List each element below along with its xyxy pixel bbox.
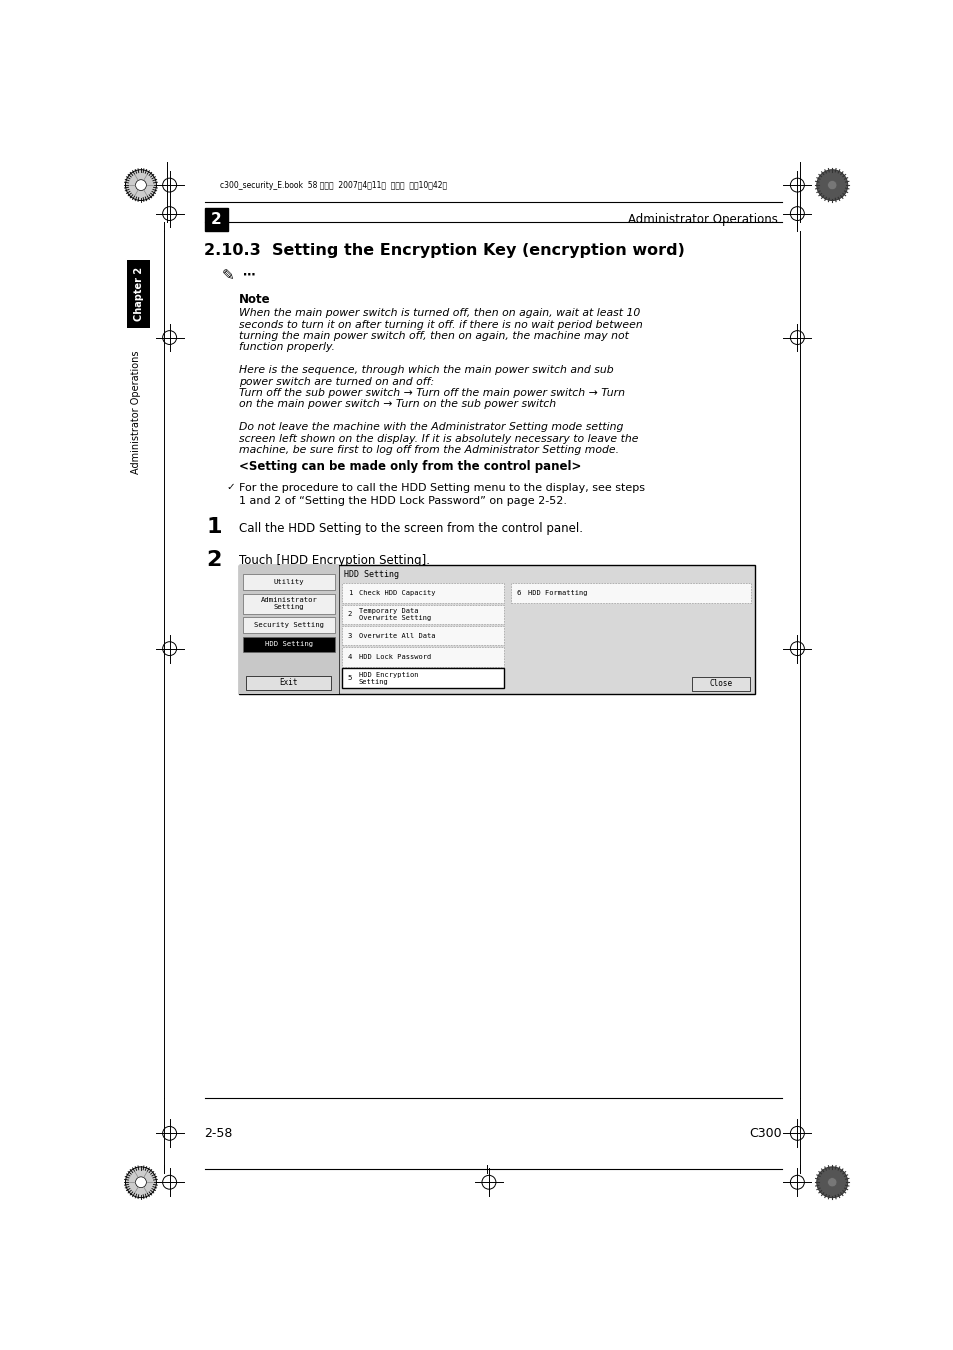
- Bar: [341, 626, 504, 645]
- Text: c300_security_E.book  58 ページ  2007年4月11日  水曜日  午前10時42分: c300_security_E.book 58 ページ 2007年4月11日 水…: [220, 181, 447, 189]
- Circle shape: [827, 181, 836, 190]
- Circle shape: [816, 1166, 847, 1197]
- Text: Exit: Exit: [278, 678, 297, 687]
- Text: 1 and 2 of “Setting the HDD Lock Password” on page 2-52.: 1 and 2 of “Setting the HDD Lock Passwor…: [239, 497, 567, 506]
- Text: Here is the sequence, through which the main power switch and sub: Here is the sequence, through which the …: [239, 366, 614, 375]
- Text: Check HDD Capacity: Check HDD Capacity: [358, 590, 435, 597]
- Text: ✎: ✎: [221, 267, 234, 282]
- Bar: [243, 637, 335, 652]
- Text: Turn off the sub power switch → Turn off the main power switch → Turn: Turn off the sub power switch → Turn off…: [239, 387, 625, 398]
- Circle shape: [125, 1166, 156, 1197]
- Text: seconds to turn it on after turning it off. if there is no wait period between: seconds to turn it on after turning it o…: [239, 320, 642, 329]
- Text: HDD Setting: HDD Setting: [344, 570, 398, 579]
- Bar: [243, 594, 335, 613]
- Text: ✓: ✓: [226, 482, 234, 491]
- Text: 1: 1: [348, 590, 352, 597]
- Bar: [341, 605, 504, 624]
- Bar: [341, 668, 504, 688]
- Text: 2.10.3  Setting the Encryption Key (encryption word): 2.10.3 Setting the Encryption Key (encry…: [204, 243, 684, 258]
- Text: HDD Lock Password: HDD Lock Password: [358, 653, 431, 660]
- Circle shape: [816, 170, 847, 201]
- Circle shape: [827, 1177, 836, 1187]
- Text: 2: 2: [348, 612, 352, 617]
- Text: C300: C300: [748, 1127, 781, 1139]
- Text: Note: Note: [239, 293, 271, 306]
- Text: 2: 2: [206, 549, 221, 570]
- Circle shape: [135, 180, 146, 190]
- Bar: [341, 647, 504, 667]
- Text: For the procedure to call the HDD Setting menu to the display, see steps: For the procedure to call the HDD Settin…: [239, 483, 644, 493]
- Text: 2: 2: [211, 212, 222, 227]
- Text: Security Setting: Security Setting: [253, 622, 324, 628]
- Text: Temporary Data
Overwrite Setting: Temporary Data Overwrite Setting: [358, 608, 431, 621]
- Bar: [341, 583, 504, 603]
- Bar: [245, 676, 331, 690]
- Text: <Setting can be made only from the control panel>: <Setting can be made only from the contr…: [239, 460, 581, 474]
- Bar: [243, 617, 335, 633]
- Text: Utility: Utility: [274, 579, 304, 585]
- Text: Do not leave the machine with the Administrator Setting mode setting: Do not leave the machine with the Admini…: [239, 423, 623, 432]
- Text: 6: 6: [517, 590, 520, 597]
- Text: turning the main power switch off, then on again, the machine may not: turning the main power switch off, then …: [239, 331, 629, 342]
- Text: 3: 3: [348, 633, 352, 639]
- Text: Administrator Operations: Administrator Operations: [627, 213, 778, 227]
- Text: Administrator Operations: Administrator Operations: [132, 351, 141, 474]
- Bar: [691, 676, 749, 691]
- Text: Touch [HDD Encryption Setting].: Touch [HDD Encryption Setting].: [239, 555, 430, 567]
- Text: HDD Setting: HDD Setting: [265, 641, 313, 648]
- Text: 1: 1: [206, 517, 221, 537]
- Bar: [239, 566, 338, 694]
- Text: HDD Formatting: HDD Formatting: [527, 590, 586, 597]
- Text: screen left shown on the display. If it is absolutely necessary to leave the: screen left shown on the display. If it …: [239, 433, 639, 444]
- Text: ⋯: ⋯: [243, 269, 255, 282]
- Text: Overwrite All Data: Overwrite All Data: [358, 633, 435, 639]
- Bar: [204, 208, 228, 231]
- Text: function properly.: function properly.: [239, 343, 335, 352]
- Bar: [510, 583, 750, 603]
- Text: Close: Close: [709, 679, 732, 688]
- Text: 5: 5: [348, 675, 352, 680]
- Text: 4: 4: [348, 653, 352, 660]
- Text: Chapter 2: Chapter 2: [133, 266, 144, 321]
- Text: When the main power switch is turned off, then on again, wait at least 10: When the main power switch is turned off…: [239, 308, 640, 319]
- Text: power switch are turned on and off:: power switch are turned on and off:: [239, 377, 434, 386]
- Text: on the main power switch → Turn on the sub power switch: on the main power switch → Turn on the s…: [239, 400, 556, 409]
- Text: 2-58: 2-58: [204, 1127, 233, 1139]
- Circle shape: [135, 1177, 146, 1188]
- Text: Call the HDD Setting to the screen from the control panel.: Call the HDD Setting to the screen from …: [239, 522, 583, 535]
- Circle shape: [125, 170, 156, 201]
- Bar: [243, 574, 335, 590]
- Text: Administrator
Setting: Administrator Setting: [260, 597, 317, 610]
- Text: machine, be sure first to log off from the Administrator Setting mode.: machine, be sure first to log off from t…: [239, 446, 618, 455]
- Bar: [239, 566, 754, 694]
- Bar: [127, 259, 150, 328]
- Text: HDD Encryption
Setting: HDD Encryption Setting: [358, 671, 417, 684]
